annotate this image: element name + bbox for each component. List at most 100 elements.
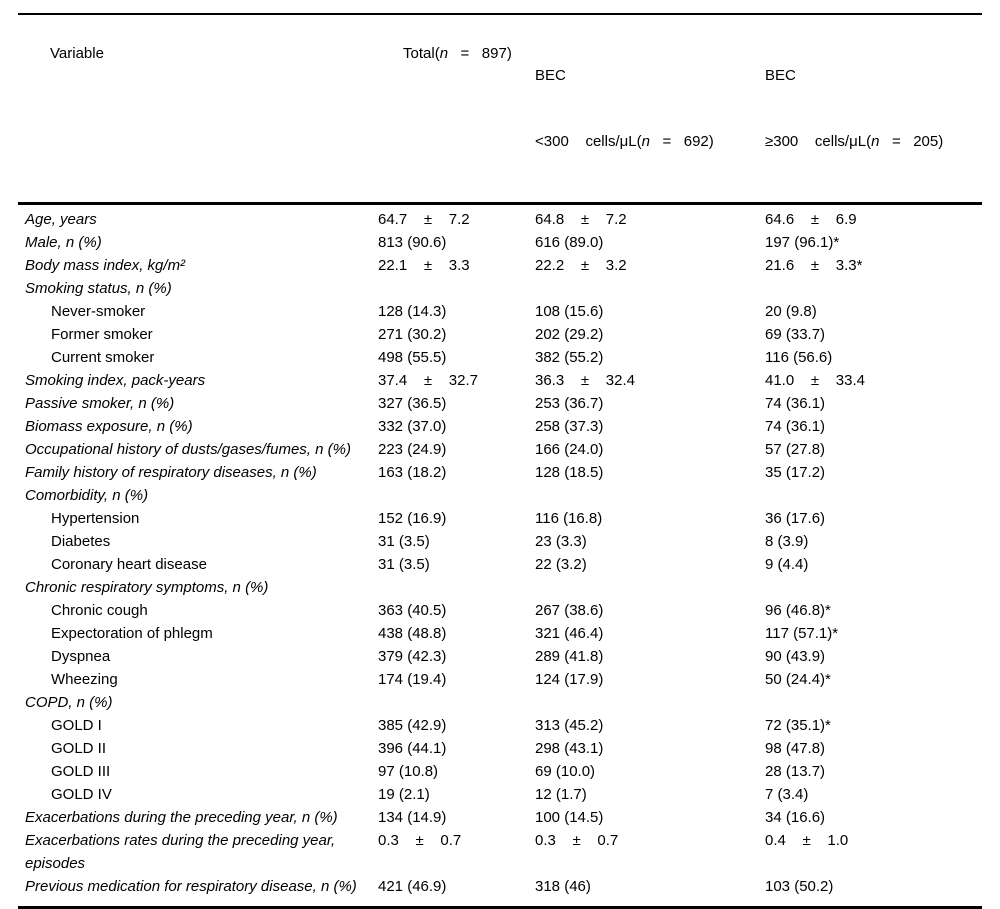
cell-bec-low: 313 (45.2)	[535, 717, 604, 734]
table-row: Exacerbations rates during the preceding…	[18, 829, 982, 875]
table-body: Age, years 64.7 ± 7.2 64.8 ± 7.2 64.6 ± …	[18, 205, 982, 906]
cell-total: 152 (16.9)	[378, 510, 447, 527]
cell-total: 438 (48.8)	[378, 625, 447, 642]
cell-bec-high: 7 (3.4)	[765, 786, 809, 803]
cell-bec-high: 50 (24.4)*	[765, 671, 831, 688]
cell-bec-low: 69 (10.0)	[535, 763, 596, 780]
header-bec-low-suffix: = 692)	[649, 133, 714, 150]
header-bec-low-prefix: <300 cells/μL(	[535, 133, 642, 150]
header-total-n: n	[439, 45, 449, 62]
table-row: Current smoker 498 (55.5) 382 (55.2) 116…	[18, 346, 982, 369]
row-label: Exacerbations during the preceding year,…	[25, 809, 338, 826]
cell-bec-low: 116 (16.8)	[535, 510, 603, 527]
table-row: Smoking index, pack-years 37.4 ± 32.7 36…	[18, 369, 982, 392]
table-row: Chronic cough 363 (40.5) 267 (38.6) 96 (…	[18, 599, 982, 622]
row-label: Previous medication for respiratory dise…	[25, 878, 357, 895]
table-row: Age, years 64.7 ± 7.2 64.8 ± 7.2 64.6 ± …	[18, 208, 982, 231]
header-bec-high-line1: BEC	[765, 67, 796, 84]
cell-bec-high: 74 (36.1)	[765, 395, 826, 412]
cell-bec-low: 298 (43.1)	[535, 740, 604, 757]
cell-total: 379 (42.3)	[378, 648, 447, 665]
header-total-prefix: Total(	[403, 45, 440, 62]
cell-bec-low	[535, 484, 765, 507]
header-bec-high: BEC ≥300 cells/μL(n = 205)	[765, 21, 982, 197]
row-label: Chronic cough	[51, 602, 148, 619]
cell-bec-high	[765, 484, 982, 507]
row-label: Diabetes	[51, 533, 111, 550]
row-label: Family history of respiratory diseases, …	[25, 464, 317, 481]
cell-total: 128 (14.3)	[378, 303, 447, 320]
table-row: Family history of respiratory diseases, …	[18, 461, 982, 484]
cell-bec-high: 35 (17.2)	[765, 464, 826, 481]
cell-bec-low: 318 (46)	[535, 878, 591, 895]
row-label: Chronic respiratory symptoms, n (%)	[25, 579, 269, 596]
row-label: Passive smoker, n (%)	[25, 395, 175, 412]
table-header-row: Variable Total(n = 897) BEC <300 cells/μ…	[18, 15, 982, 205]
table-row: Dyspnea 379 (42.3) 289 (41.8) 90 (43.9)	[18, 645, 982, 668]
cell-bec-high: 21.6 ± 3.3*	[765, 257, 863, 274]
cell-bec-low: 108 (15.6)	[535, 303, 604, 320]
table-row: Never-smoker 128 (14.3) 108 (15.6) 20 (9…	[18, 300, 982, 323]
cell-total: 97 (10.8)	[378, 763, 439, 780]
cell-bec-high: 64.6 ± 6.9	[765, 211, 857, 228]
cell-total: 0.3 ± 0.7	[378, 832, 462, 849]
baseline-characteristics-table: Variable Total(n = 897) BEC <300 cells/μ…	[18, 13, 982, 909]
header-bec-high-n: n	[871, 133, 880, 150]
cell-bec-high: 103 (50.2)	[765, 878, 834, 895]
cell-total: 31 (3.5)	[378, 533, 430, 550]
cell-total: 498 (55.5)	[378, 349, 447, 366]
table-row: Former smoker 271 (30.2) 202 (29.2) 69 (…	[18, 323, 982, 346]
cell-bec-high: 98 (47.8)	[765, 740, 826, 757]
cell-total: 174 (19.4)	[378, 671, 447, 688]
row-label: COPD, n (%)	[25, 694, 113, 711]
row-label: Smoking status, n (%)	[25, 280, 172, 297]
cell-bec-low: 36.3 ± 32.4	[535, 372, 635, 389]
cell-total	[378, 576, 535, 599]
cell-total: 363 (40.5)	[378, 602, 447, 619]
cell-total: 813 (90.6)	[378, 234, 447, 251]
table-row: Wheezing 174 (19.4) 124 (17.9) 50 (24.4)…	[18, 668, 982, 691]
table-row: GOLD II 396 (44.1) 298 (43.1) 98 (47.8)	[18, 737, 982, 760]
cell-bec-low: 128 (18.5)	[535, 464, 604, 481]
cell-total: 332 (37.0)	[378, 418, 447, 435]
header-bec-high-prefix: ≥300 cells/μL(	[765, 133, 872, 150]
cell-bec-low: 202 (29.2)	[535, 326, 604, 343]
header-bec-low-line2: <300 cells/μL(n = 692)	[535, 131, 759, 153]
cell-bec-low: 267 (38.6)	[535, 602, 604, 619]
cell-bec-high: 116 (56.6)	[765, 349, 833, 366]
cell-bec-high: 34 (16.6)	[765, 809, 826, 826]
row-label: GOLD III	[51, 763, 111, 780]
row-label: Expectoration of phlegm	[51, 625, 213, 642]
row-label: Former smoker	[51, 326, 153, 343]
cell-bec-low: 616 (89.0)	[535, 234, 604, 251]
table-row: Passive smoker, n (%) 327 (36.5) 253 (36…	[18, 392, 982, 415]
row-label: GOLD I	[51, 717, 102, 734]
table-row: GOLD III 97 (10.8) 69 (10.0) 28 (13.7)	[18, 760, 982, 783]
header-total: Total(n = 897)	[378, 21, 535, 197]
table-row: GOLD I 385 (42.9) 313 (45.2) 72 (35.1)*	[18, 714, 982, 737]
cell-bec-low: 22.2 ± 3.2	[535, 257, 627, 274]
header-bec-high-line2: ≥300 cells/μL(n = 205)	[765, 131, 976, 153]
table-row: Smoking status, n (%)	[18, 277, 982, 300]
cell-total: 134 (14.9)	[378, 809, 447, 826]
cell-bec-high: 117 (57.1)*	[765, 625, 839, 642]
table-row: Chronic respiratory symptoms, n (%)	[18, 576, 982, 599]
cell-bec-low: 23 (3.3)	[535, 533, 587, 550]
cell-bec-high: 72 (35.1)*	[765, 717, 831, 734]
cell-bec-low	[535, 576, 765, 599]
cell-total: 396 (44.1)	[378, 740, 447, 757]
row-label: Biomass exposure, n (%)	[25, 418, 193, 435]
cell-total: 37.4 ± 32.7	[378, 372, 478, 389]
table-row: Coronary heart disease 31 (3.5) 22 (3.2)…	[18, 553, 982, 576]
row-label: Never-smoker	[51, 303, 146, 320]
cell-bec-high	[765, 576, 982, 599]
cell-bec-high: 69 (33.7)	[765, 326, 826, 343]
cell-bec-high: 74 (36.1)	[765, 418, 826, 435]
table-row: Comorbidity, n (%)	[18, 484, 982, 507]
cell-bec-low: 124 (17.9)	[535, 671, 604, 688]
table-row: Body mass index, kg/m² 22.1 ± 3.3 22.2 ±…	[18, 254, 982, 277]
cell-total	[378, 484, 535, 507]
header-bec-low: BEC <300 cells/μL(n = 692)	[535, 21, 765, 197]
cell-bec-high	[765, 277, 982, 300]
row-label: GOLD II	[51, 740, 107, 757]
